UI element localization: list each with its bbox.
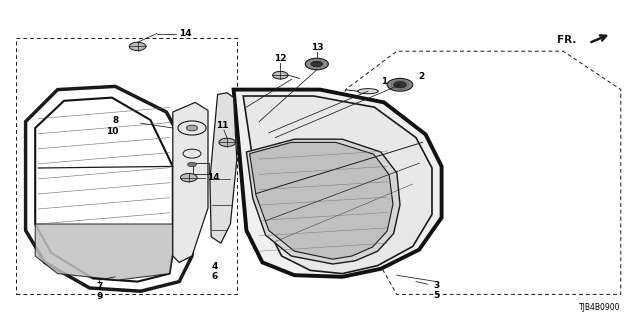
Text: 4: 4 <box>211 262 218 271</box>
Polygon shape <box>243 96 432 274</box>
Text: 13: 13 <box>310 43 323 52</box>
Text: 2: 2 <box>418 72 424 81</box>
Polygon shape <box>234 90 442 277</box>
Text: 1: 1 <box>381 77 388 86</box>
Bar <box>16 38 237 294</box>
Text: 14: 14 <box>207 173 220 182</box>
Text: FR.: FR. <box>557 35 576 45</box>
Circle shape <box>219 138 236 147</box>
Text: 12: 12 <box>274 54 287 63</box>
Text: 11: 11 <box>216 121 228 130</box>
Polygon shape <box>246 139 400 264</box>
Text: 7: 7 <box>96 282 102 291</box>
Polygon shape <box>173 102 208 262</box>
Text: 3: 3 <box>433 281 440 290</box>
Circle shape <box>305 58 328 70</box>
Polygon shape <box>35 224 173 280</box>
Text: TJB4B0900: TJB4B0900 <box>579 303 621 312</box>
Bar <box>193 163 209 174</box>
Circle shape <box>387 78 413 91</box>
Text: 9: 9 <box>96 292 102 301</box>
Circle shape <box>129 42 146 51</box>
Text: 6: 6 <box>211 272 218 281</box>
Ellipse shape <box>358 89 378 94</box>
Circle shape <box>394 82 406 88</box>
Circle shape <box>311 61 323 67</box>
Circle shape <box>180 173 197 182</box>
Polygon shape <box>250 142 393 259</box>
Text: 8: 8 <box>112 116 118 125</box>
Circle shape <box>188 162 196 167</box>
Circle shape <box>186 125 198 131</box>
Polygon shape <box>210 93 237 243</box>
Circle shape <box>273 71 288 79</box>
Text: 10: 10 <box>106 127 118 136</box>
Text: 14: 14 <box>179 29 192 38</box>
Text: 5: 5 <box>433 291 440 300</box>
